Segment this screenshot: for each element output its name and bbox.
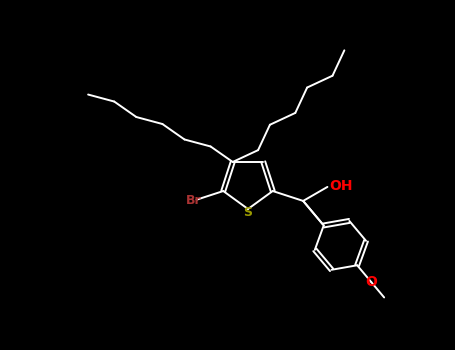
Text: O: O <box>365 275 377 289</box>
Text: OH: OH <box>329 179 353 193</box>
Text: S: S <box>243 206 253 219</box>
Text: Br: Br <box>186 194 202 207</box>
